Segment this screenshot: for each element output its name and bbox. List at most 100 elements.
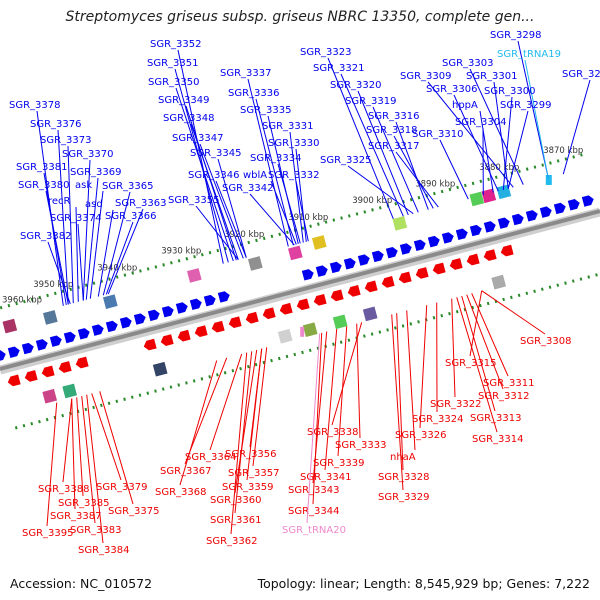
reverse-gene-arrow[interactable] [227, 316, 242, 329]
feature-block[interactable] [2, 318, 18, 334]
gene-label[interactable]: SGR_tRNA19 [497, 49, 561, 60]
forward-gene-arrow[interactable] [427, 235, 441, 248]
gene-label[interactable]: SGR_3300 [484, 86, 536, 97]
reverse-gene-arrow[interactable] [142, 338, 157, 352]
forward-gene-arrow[interactable] [469, 224, 483, 237]
gene-label[interactable]: SGR_3349 [158, 95, 210, 106]
gene-label[interactable]: SGR_3367 [160, 466, 212, 477]
feature-block[interactable] [311, 235, 327, 250]
gene-label[interactable]: SGR_3317 [368, 141, 420, 152]
gene-label[interactable]: SGR_3320 [330, 80, 382, 91]
gene-label[interactable]: SGR_3346 [188, 170, 240, 181]
forward-gene-arrow[interactable] [7, 345, 21, 358]
feature-block[interactable] [302, 322, 318, 338]
gene-label[interactable]: SGR_3329 [378, 492, 430, 503]
reverse-gene-arrow[interactable] [23, 370, 38, 383]
gene-label[interactable]: SGR_3310 [412, 129, 464, 140]
feature-block[interactable] [42, 388, 58, 404]
forward-gene-arrow[interactable] [315, 264, 329, 277]
feature-block[interactable] [186, 268, 202, 283]
gene-label[interactable]: SGR_3303 [442, 58, 494, 69]
gene-label[interactable]: SGR_3328 [378, 472, 430, 483]
forward-gene-arrow[interactable] [511, 213, 525, 226]
gene-label[interactable]: SGR_3314 [472, 434, 524, 445]
reverse-gene-arrow[interactable] [414, 267, 429, 280]
forward-gene-arrow[interactable] [539, 205, 553, 218]
gene-label[interactable]: SGR_3369 [70, 167, 122, 178]
reverse-gene-arrow[interactable] [363, 280, 378, 294]
reverse-gene-arrow[interactable] [6, 374, 21, 388]
reverse-gene-arrow[interactable] [346, 285, 361, 298]
trna-marker[interactable] [300, 326, 305, 337]
gene-label[interactable]: SGR_3341 [300, 472, 352, 483]
reverse-gene-arrow[interactable] [448, 258, 463, 271]
forward-gene-arrow[interactable] [301, 268, 315, 281]
reverse-gene-arrow[interactable] [159, 334, 174, 347]
gene-label[interactable]: SGR_3368 [155, 487, 207, 498]
gene-label[interactable]: SGR_3294 [562, 69, 600, 80]
forward-gene-arrow[interactable] [35, 338, 49, 351]
forward-gene-arrow[interactable] [567, 198, 581, 211]
gene-label[interactable]: SGR_3342 [222, 183, 274, 194]
gene-label[interactable]: SGR_3364 [185, 452, 237, 463]
reverse-gene-arrow[interactable] [176, 329, 191, 343]
gene-label[interactable]: SGR_3356 [225, 449, 277, 460]
gene-label[interactable]: hppA [452, 100, 478, 111]
gene-label[interactable]: SGR_3347 [172, 133, 224, 144]
gene-label[interactable]: SGR_3351 [147, 58, 199, 69]
gene-label[interactable]: SGR_3318 [366, 125, 418, 136]
reverse-gene-arrow[interactable] [431, 262, 446, 276]
gene-label[interactable]: SGR_3299 [500, 100, 552, 111]
gene-label[interactable]: SGR_3357 [228, 468, 280, 479]
reverse-gene-arrow[interactable] [210, 320, 225, 334]
forward-gene-arrow[interactable] [455, 228, 469, 240]
feature-block[interactable] [392, 216, 408, 231]
gene-label[interactable]: SGR_3355 [168, 195, 220, 206]
gene-label[interactable]: SGR_3361 [210, 515, 262, 526]
feature-block[interactable] [62, 383, 78, 399]
reverse-gene-arrow[interactable] [465, 253, 480, 267]
gene-label[interactable]: SGR_3376 [30, 119, 82, 130]
forward-gene-arrow[interactable] [385, 246, 399, 259]
gene-label[interactable]: SGR_3365 [102, 181, 154, 192]
forward-gene-arrow[interactable] [441, 231, 455, 244]
gene-label[interactable]: SGR_3388 [38, 484, 90, 495]
gene-label[interactable]: SGR_3331 [262, 121, 314, 132]
gene-label[interactable]: SGR_3308 [520, 336, 572, 347]
gene-label[interactable]: SGR_3375 [108, 506, 160, 517]
forward-gene-arrow[interactable] [329, 261, 343, 274]
forward-gene-arrow[interactable] [483, 220, 497, 233]
gene-label[interactable]: recR [48, 196, 71, 207]
reverse-gene-arrow[interactable] [244, 311, 259, 325]
gene-label[interactable]: SGR_3306 [426, 84, 478, 95]
feature-block[interactable] [247, 256, 263, 271]
feature-block[interactable] [469, 191, 485, 207]
gene-label[interactable]: SGR_3336 [228, 88, 280, 99]
gene-label[interactable]: SGR_3304 [455, 117, 507, 128]
gene-label[interactable]: SGR_3381 [16, 162, 68, 173]
reverse-gene-arrow[interactable] [193, 325, 208, 338]
forward-gene-arrow[interactable] [497, 216, 511, 229]
forward-gene-arrow[interactable] [133, 312, 147, 325]
gene-label[interactable]: SGR_3382 [20, 231, 72, 242]
gene-label[interactable]: SGR_3319 [345, 96, 397, 107]
gene-label[interactable]: SGR_3316 [368, 111, 420, 122]
gene-label[interactable]: SGR_3384 [78, 545, 130, 556]
forward-gene-arrow[interactable] [21, 342, 35, 355]
gene-label[interactable]: SGR_3323 [300, 47, 352, 58]
gene-label[interactable]: SGR_3366 [105, 211, 157, 222]
gene-label[interactable]: SGR_3345 [190, 148, 242, 159]
gene-label[interactable]: SGR_3352 [150, 39, 202, 50]
trna-marker[interactable] [545, 174, 552, 185]
reverse-gene-arrow[interactable] [278, 302, 293, 316]
reverse-gene-arrow[interactable] [380, 276, 395, 289]
gene-label[interactable]: SGR_3350 [148, 77, 200, 88]
gene-label[interactable]: SGR_3322 [430, 399, 482, 410]
forward-gene-arrow[interactable] [399, 242, 413, 255]
reverse-gene-arrow[interactable] [482, 249, 497, 262]
gene-label[interactable]: SGR_3313 [470, 413, 522, 424]
forward-gene-arrow[interactable] [357, 253, 371, 266]
forward-gene-arrow[interactable] [217, 290, 231, 303]
gene-label[interactable]: SGR_3337 [220, 68, 272, 79]
feature-block[interactable] [332, 314, 348, 330]
